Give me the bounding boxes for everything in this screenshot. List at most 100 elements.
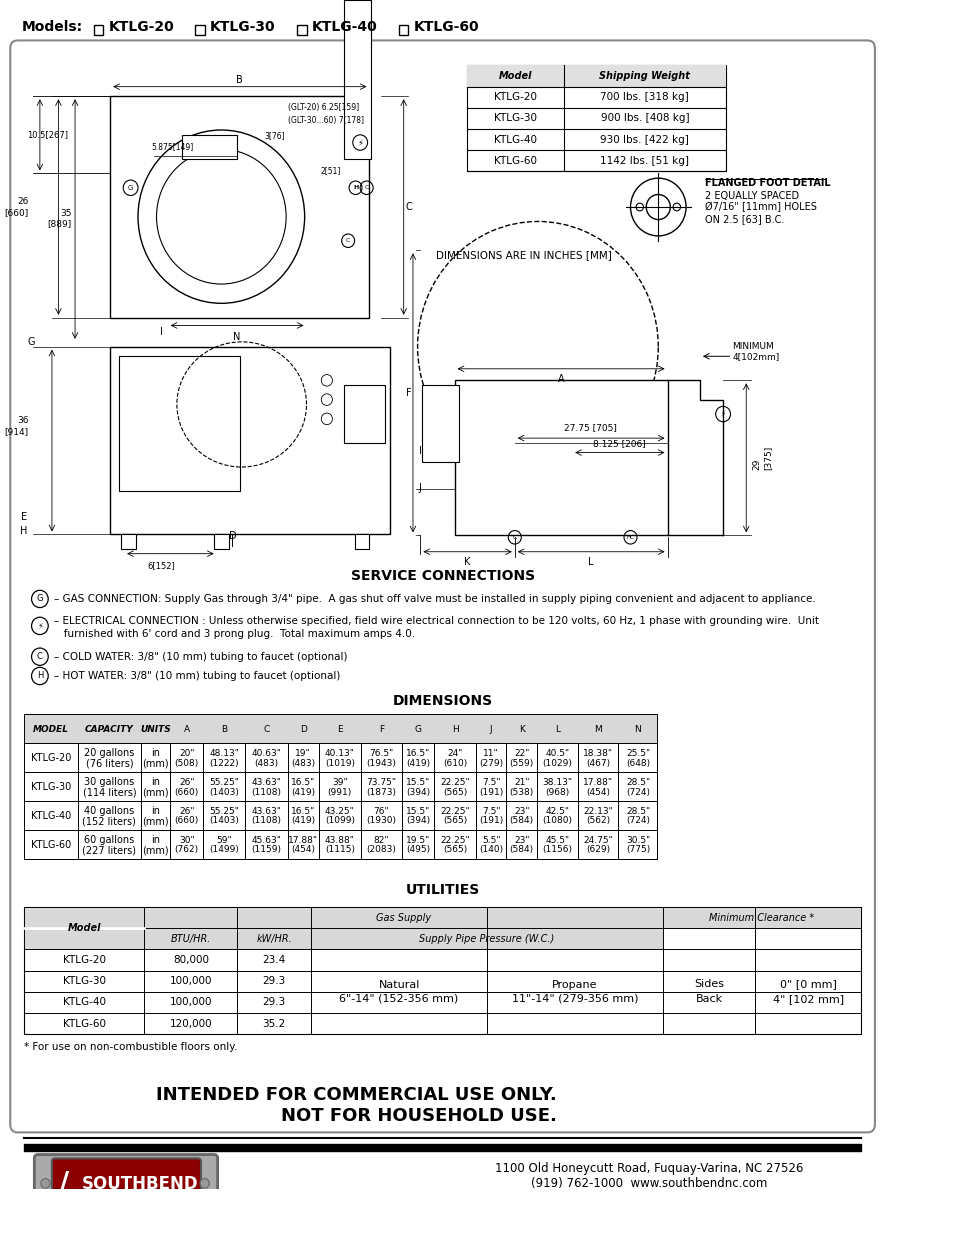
- Text: MODEL: MODEL: [33, 725, 69, 734]
- Text: H: H: [353, 185, 357, 190]
- Bar: [398, 25, 408, 35]
- Text: 7.5"
(191): 7.5" (191): [478, 778, 503, 797]
- Text: 1100 Old Honeycutt Road, Fuquay-Varina, NC 27526: 1100 Old Honeycutt Road, Fuquay-Varina, …: [495, 1161, 802, 1174]
- Text: 3[76]: 3[76]: [264, 131, 285, 140]
- Text: NOT FOR HOUSEHOLD USE.: NOT FOR HOUSEHOLD USE.: [280, 1107, 556, 1125]
- Text: C: C: [364, 185, 369, 190]
- Text: Models:: Models:: [21, 20, 82, 33]
- Text: 7.5"
(191): 7.5" (191): [478, 806, 503, 825]
- Text: F: F: [406, 388, 412, 398]
- Text: G: G: [28, 337, 35, 347]
- Bar: [24, 772, 657, 802]
- Bar: [181, 135, 236, 159]
- Text: 24"
(610): 24" (610): [442, 748, 467, 768]
- Text: in
(mm): in (mm): [142, 805, 169, 826]
- Text: Supply Pipe Pressure (W.C.): Supply Pipe Pressure (W.C.): [419, 934, 554, 944]
- Bar: [24, 802, 657, 830]
- Text: L: L: [555, 725, 559, 734]
- Text: 10.5[267]: 10.5[267]: [27, 131, 68, 140]
- Bar: [24, 830, 657, 858]
- Text: 30 gallons
(114 liters): 30 gallons (114 liters): [82, 777, 136, 798]
- Text: 120,000: 120,000: [170, 1019, 212, 1029]
- Bar: [121, 535, 136, 548]
- Text: D: D: [229, 531, 236, 541]
- Text: 38.13"
(968): 38.13" (968): [542, 778, 572, 797]
- Text: KTLG-20: KTLG-20: [63, 955, 106, 965]
- Text: G: G: [128, 185, 133, 190]
- Text: C: C: [512, 535, 517, 540]
- Bar: [24, 906, 144, 950]
- Text: KTLG-20: KTLG-20: [30, 753, 71, 763]
- Bar: [93, 25, 103, 35]
- Text: 5.875[149]: 5.875[149]: [151, 142, 193, 151]
- Text: 1142 lbs. [51 kg]: 1142 lbs. [51 kg]: [599, 156, 689, 165]
- Text: Shipping Weight: Shipping Weight: [598, 72, 690, 82]
- Text: in
(mm): in (mm): [142, 777, 169, 798]
- Bar: [213, 535, 229, 548]
- Text: UTILITIES: UTILITIES: [405, 883, 479, 897]
- Text: 60 gallons
(227 liters): 60 gallons (227 liters): [82, 835, 136, 856]
- Text: 23"
(584): 23" (584): [509, 836, 534, 855]
- Text: 22.25"
(565): 22.25" (565): [440, 836, 470, 855]
- Text: J: J: [489, 725, 492, 734]
- Text: Propane
11"-14" (279-356 mm): Propane 11"-14" (279-356 mm): [511, 979, 638, 1004]
- Text: KTLG-20: KTLG-20: [109, 20, 174, 33]
- Text: 11"
(279): 11" (279): [478, 748, 503, 768]
- Text: 25.5"
(648): 25.5" (648): [625, 748, 649, 768]
- Text: 15.5"
(394): 15.5" (394): [406, 806, 430, 825]
- Text: ⚡: ⚡: [356, 138, 363, 147]
- Text: 100,000: 100,000: [170, 976, 212, 987]
- Bar: [297, 25, 306, 35]
- Bar: [144, 929, 311, 950]
- Bar: [111, 96, 369, 317]
- Text: 76.5"
(1943): 76.5" (1943): [366, 748, 396, 768]
- Text: KTLG-20: KTLG-20: [494, 93, 537, 103]
- Text: 36
[914]: 36 [914]: [5, 416, 29, 436]
- Text: 28.5"
(724): 28.5" (724): [625, 806, 649, 825]
- Text: – HOT WATER: 3/8" (10 mm) tubing to faucet (optional): – HOT WATER: 3/8" (10 mm) tubing to fauc…: [53, 671, 340, 680]
- Text: – GAS CONNECTION: Supply Gas through 3/4" pipe.  A gas shut off valve must be in: – GAS CONNECTION: Supply Gas through 3/4…: [53, 594, 815, 604]
- Text: KTLG-30: KTLG-30: [210, 20, 275, 33]
- Bar: [422, 385, 458, 462]
- Text: D: D: [299, 725, 306, 734]
- Text: 900 lbs. [408 kg]: 900 lbs. [408 kg]: [600, 114, 688, 124]
- Text: 55.25"
(1403): 55.25" (1403): [209, 778, 239, 797]
- Text: 16.5"
(419): 16.5" (419): [291, 778, 315, 797]
- Text: 42.5"
(1080): 42.5" (1080): [542, 806, 572, 825]
- Text: 73.75"
(1873): 73.75" (1873): [366, 778, 396, 797]
- Text: MINIMUM
4[102mm]: MINIMUM 4[102mm]: [732, 342, 779, 361]
- Text: 80,000: 80,000: [172, 955, 209, 965]
- Bar: [111, 347, 390, 535]
- Text: 28.5"
(724): 28.5" (724): [625, 778, 649, 797]
- Text: furnished with 6' cord and 3 prong plug.  Total maximum amps 4.0.: furnished with 6' cord and 3 prong plug.…: [53, 629, 415, 638]
- Text: K: K: [464, 557, 470, 567]
- Text: – COLD WATER: 3/8" (10 mm) tubing to faucet (optional): – COLD WATER: 3/8" (10 mm) tubing to fau…: [53, 652, 347, 662]
- Text: 59"
(1499): 59" (1499): [209, 836, 239, 855]
- Text: 40.63"
(483): 40.63" (483): [252, 748, 281, 768]
- Text: SOUTHBEND: SOUTHBEND: [81, 1176, 198, 1193]
- Text: (919) 762-1000  www.southbendnc.com: (919) 762-1000 www.southbendnc.com: [530, 1177, 766, 1189]
- Text: 22.13"
(562): 22.13" (562): [582, 806, 613, 825]
- Text: B: B: [221, 725, 227, 734]
- Text: UNITS: UNITS: [140, 725, 171, 734]
- Text: INTENDED FOR COMMERCIAL USE ONLY.: INTENDED FOR COMMERCIAL USE ONLY.: [155, 1086, 556, 1104]
- Text: Minimum Clearance *: Minimum Clearance *: [709, 913, 814, 923]
- Text: N: N: [233, 332, 240, 342]
- Bar: [119, 356, 239, 492]
- Text: 26"
(660): 26" (660): [174, 806, 198, 825]
- Text: B: B: [236, 75, 243, 85]
- Text: H: H: [36, 672, 43, 680]
- Text: KTLG-30: KTLG-30: [494, 114, 537, 124]
- Bar: [311, 929, 662, 950]
- Bar: [466, 65, 725, 172]
- Bar: [455, 380, 667, 536]
- Text: L: L: [587, 557, 593, 567]
- Text: 23"
(584): 23" (584): [509, 806, 534, 825]
- Text: KTLG-40: KTLG-40: [63, 998, 106, 1008]
- Text: E: E: [336, 725, 342, 734]
- Text: 29.3: 29.3: [262, 998, 286, 1008]
- Text: 20 gallons
(76 liters): 20 gallons (76 liters): [84, 748, 134, 768]
- Text: 48.13"
(1222): 48.13" (1222): [209, 748, 239, 768]
- Text: KTLG-60: KTLG-60: [30, 840, 71, 850]
- Bar: [195, 25, 205, 35]
